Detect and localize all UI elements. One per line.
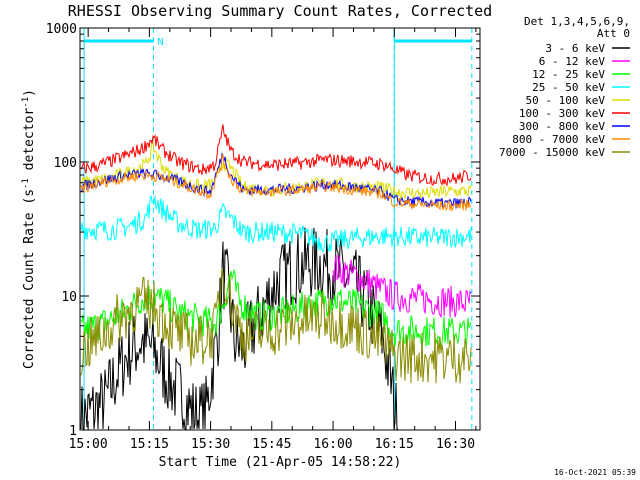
y-tick-label: 10 bbox=[61, 290, 77, 305]
series-lines bbox=[80, 124, 472, 430]
y-tick-label: 100 bbox=[54, 156, 77, 171]
series-3-6-kev bbox=[80, 227, 398, 430]
x-tick-label: 15:00 bbox=[69, 437, 108, 452]
y-tick-label: 1000 bbox=[46, 22, 77, 37]
footer-date: 16-Oct-2021 05:39 bbox=[554, 468, 636, 477]
flag-label: N bbox=[157, 37, 163, 48]
plot-frame bbox=[79, 27, 481, 431]
legend-label-800-7000-kev: 800 - 7000 keV bbox=[512, 133, 605, 146]
legend-header-line-1: Det 1,3,4,5,6,9, bbox=[524, 15, 630, 28]
y-tick-label: 1 bbox=[69, 424, 77, 439]
legend-label-12-25-kev: 12 - 25 keV bbox=[532, 68, 605, 81]
y-axis-ticks: 1 10 100 1000 bbox=[46, 22, 480, 439]
x-tick-label: 16:00 bbox=[313, 437, 352, 452]
series-100-300-kev bbox=[80, 124, 472, 187]
legend-header-line-2: Att 0 bbox=[597, 27, 630, 40]
x-axis-ticks: 15:00 15:15 15:30 15:45 16:00 16:15 16:30 bbox=[69, 28, 477, 452]
series-800-7000-kev bbox=[80, 154, 472, 213]
legend-label-3-6-kev: 3 - 6 keV bbox=[545, 42, 605, 55]
chart-title: RHESSI Observing Summary Count Rates, Co… bbox=[68, 2, 492, 20]
legend-label-25-50-kev: 25 - 50 keV bbox=[532, 81, 605, 94]
series-7000-15000-kev bbox=[80, 268, 472, 384]
legend-label-6-12-kev: 6 - 12 keV bbox=[539, 55, 606, 68]
x-axis-label: Start Time (21-Apr-05 14:58:22) bbox=[159, 455, 402, 470]
series-25-50-kev bbox=[80, 195, 472, 253]
x-tick-label: 15:15 bbox=[130, 437, 169, 452]
series-6-12-kev bbox=[332, 255, 472, 319]
x-tick-label: 15:45 bbox=[252, 437, 291, 452]
legend-label-7000-15000-kev: 7000 - 15000 keV bbox=[499, 146, 605, 159]
legend-label-100-300-kev: 100 - 300 keV bbox=[519, 107, 605, 120]
flag-bars: N bbox=[84, 37, 472, 48]
x-tick-label: 15:30 bbox=[191, 437, 230, 452]
x-tick-label: 16:30 bbox=[436, 437, 475, 452]
legend-label-50-100-kev: 50 - 100 keV bbox=[526, 94, 606, 107]
x-tick-label: 16:15 bbox=[375, 437, 414, 452]
y-axis-label: Corrected Count Rate (s-1 detector-1) bbox=[21, 89, 37, 369]
legend-label-300-800-kev: 300 - 800 keV bbox=[519, 120, 605, 133]
